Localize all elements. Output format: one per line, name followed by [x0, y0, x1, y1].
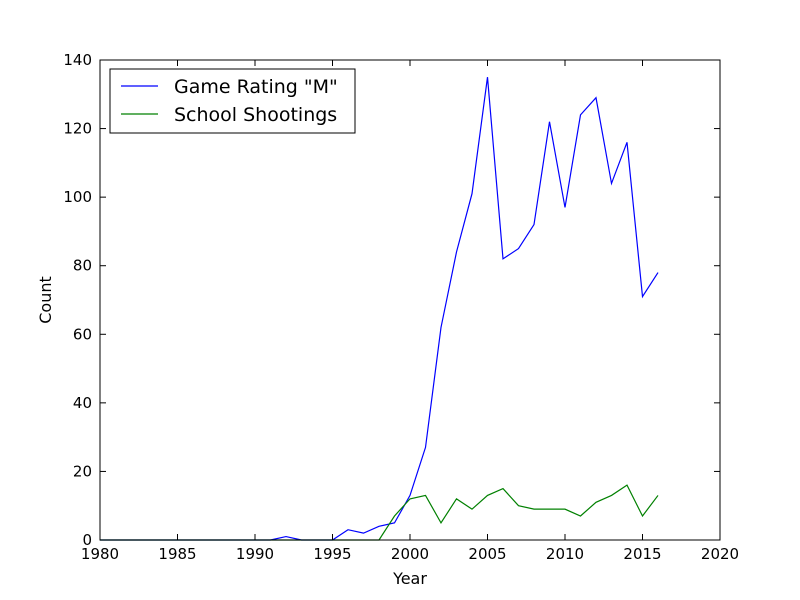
x-tick-label: 2020	[701, 545, 739, 563]
chart-marks	[100, 77, 659, 541]
y-tick-label: 0	[82, 531, 92, 549]
legend: Game Rating "M" School Shootings	[109, 68, 356, 134]
y-tick-label: 20	[73, 462, 92, 480]
x-tick-label: 1980	[81, 545, 119, 563]
y-tick-label: 100	[63, 188, 92, 206]
x-tick-label: 1985	[158, 545, 196, 563]
legend-box	[109, 68, 356, 134]
x-tick-label: 2015	[623, 545, 661, 563]
x-tick-label: 1990	[236, 545, 274, 563]
x-axis-label: Year	[392, 569, 427, 588]
x-tick-label: 2005	[468, 545, 506, 563]
y-tick-label: 60	[73, 325, 92, 343]
y-axis-label: Count	[36, 276, 55, 324]
x-tick-label: 2010	[546, 545, 584, 563]
axis-ticks: 1980 1985 1990 1995 2000 2005 2010 2015 2020 0 20 4…	[63, 51, 739, 563]
legend-label-1: School Shootings	[174, 104, 337, 126]
series-line-0	[100, 77, 659, 541]
series-line-1	[100, 484, 659, 541]
legend-label-0: Game Rating "M"	[174, 76, 338, 98]
x-tick-label: 2000	[391, 545, 429, 563]
y-tick-label: 140	[63, 51, 92, 69]
x-tick-label: 1995	[313, 545, 351, 563]
y-tick-label: 40	[73, 394, 92, 412]
y-tick-label: 80	[73, 257, 92, 275]
y-tick-label: 120	[63, 120, 92, 138]
